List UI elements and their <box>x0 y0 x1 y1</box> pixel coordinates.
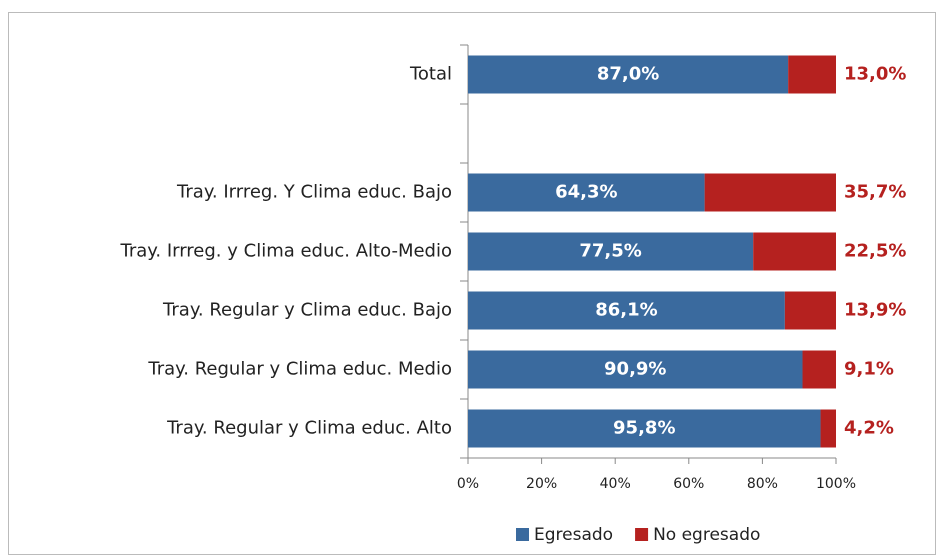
bar-segment <box>788 55 836 94</box>
data-label: 35,7% <box>844 182 906 203</box>
data-label: 4,2% <box>844 418 894 439</box>
bar-segment <box>704 173 836 212</box>
data-label: 13,9% <box>844 300 906 321</box>
data-label: 87,0% <box>597 64 659 85</box>
category-label: Tray. Irrreg. Y Clima educ. Bajo <box>176 182 452 203</box>
category-label: Total <box>409 64 452 85</box>
data-label: 64,3% <box>555 182 617 203</box>
legend-label: No egresado <box>653 525 760 545</box>
x-tick-label: 40% <box>600 476 631 492</box>
x-tick-label: 100% <box>816 476 856 492</box>
legend-label: Egresado <box>534 525 613 545</box>
bar-segment <box>784 291 836 330</box>
legend-swatch <box>516 528 529 541</box>
category-label: Tray. Irrreg. y Clima educ. Alto-Medio <box>120 241 452 262</box>
data-label: 13,0% <box>844 64 906 85</box>
bar-segment <box>468 291 785 330</box>
bar-segment <box>820 409 836 448</box>
bar-segment <box>468 232 754 271</box>
bar-segment <box>468 173 705 212</box>
data-label: 9,1% <box>844 359 894 380</box>
x-tick-label: 80% <box>747 476 778 492</box>
category-label: Tray. Regular y Clima educ. Bajo <box>162 300 452 321</box>
x-tick-label: 60% <box>673 476 704 492</box>
data-label: 22,5% <box>844 241 906 262</box>
data-label: 90,9% <box>604 359 666 380</box>
data-label: 77,5% <box>579 241 641 262</box>
bar-segment <box>802 350 836 389</box>
data-label: 95,8% <box>613 418 675 439</box>
category-label: Tray. Regular y Clima educ. Alto <box>166 418 452 439</box>
bar-segment <box>468 350 803 389</box>
x-tick-label: 20% <box>526 476 557 492</box>
data-label: 86,1% <box>595 300 657 321</box>
category-label: Tray. Regular y Clima educ. Medio <box>147 359 452 380</box>
bar-segment <box>468 55 789 94</box>
x-tick-label: 0% <box>457 476 479 492</box>
bar-segment <box>468 409 821 448</box>
legend-swatch <box>635 528 649 541</box>
chart-frame <box>8 12 936 555</box>
bar-segment <box>753 232 836 271</box>
